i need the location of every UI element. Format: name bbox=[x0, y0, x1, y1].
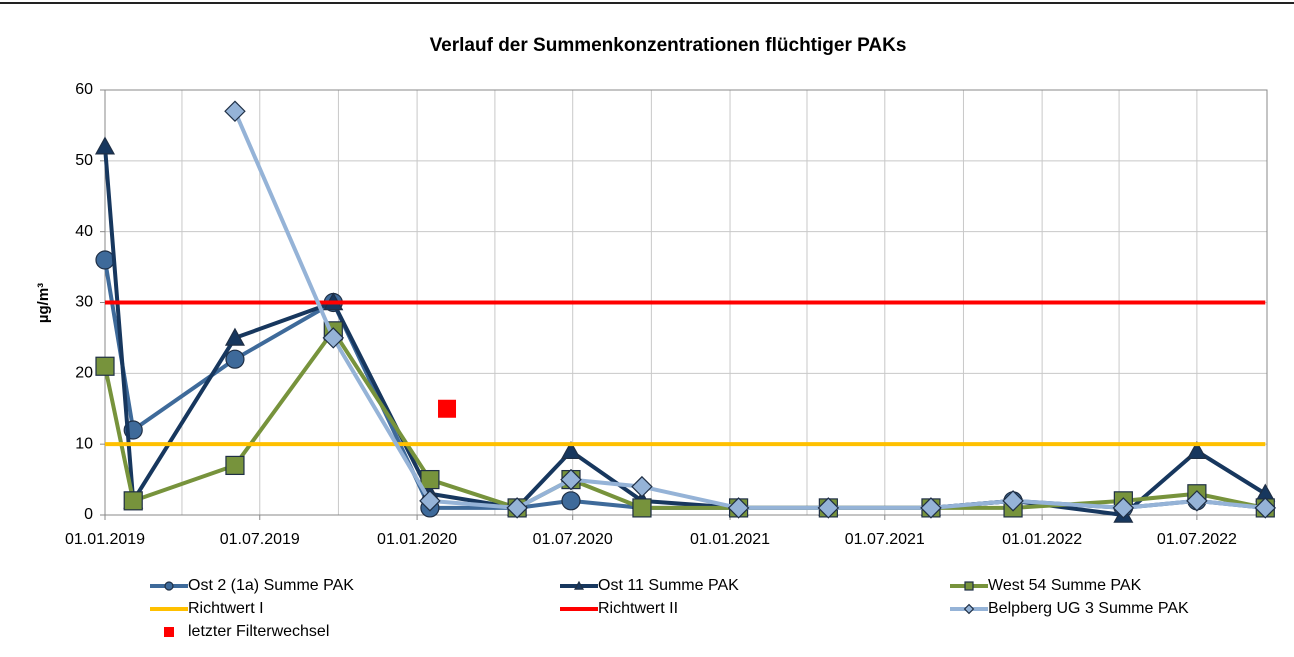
x-tick-label: 01.07.2022 bbox=[1157, 531, 1237, 548]
marker bbox=[224, 327, 245, 346]
marker bbox=[95, 356, 115, 376]
marker bbox=[560, 468, 582, 491]
legend-label: West 54 Summe PAK bbox=[988, 577, 1142, 594]
legend-label: letzter Filterwechsel bbox=[188, 623, 329, 640]
series-line bbox=[103, 146, 1267, 517]
marker bbox=[561, 491, 581, 511]
marker bbox=[420, 469, 440, 490]
y-tick-label: 0 bbox=[84, 506, 93, 523]
legend-label: Richtwert II bbox=[598, 600, 678, 617]
marker bbox=[322, 327, 345, 349]
x-tick-label: 01.07.2020 bbox=[533, 531, 613, 548]
marker bbox=[164, 581, 174, 591]
legend-label: Ost 2 (1a) Summe PAK bbox=[188, 577, 354, 594]
series-line bbox=[233, 110, 1266, 510]
marker bbox=[164, 627, 174, 637]
y-tick-label: 50 bbox=[75, 152, 93, 169]
y-tick-label: 10 bbox=[75, 435, 93, 452]
marker bbox=[123, 491, 143, 511]
legend-label: Richtwert I bbox=[188, 600, 264, 617]
x-tick-label: 01.01.2019 bbox=[65, 531, 145, 548]
marker bbox=[506, 497, 528, 519]
x-tick-label: 01.01.2022 bbox=[1002, 531, 1082, 548]
y-tick-label: 20 bbox=[75, 365, 93, 382]
marker bbox=[964, 581, 974, 591]
x-tick-label: 01.07.2019 bbox=[220, 531, 300, 548]
marker bbox=[438, 399, 457, 418]
marker bbox=[817, 497, 840, 519]
x-tick-label: 01.01.2021 bbox=[690, 531, 770, 548]
chart-title: Verlauf der Summenkonzentrationen flücht… bbox=[430, 35, 907, 56]
marker bbox=[920, 497, 942, 519]
marker bbox=[1254, 497, 1277, 519]
marker bbox=[631, 475, 653, 498]
marker bbox=[1186, 490, 1208, 512]
marker bbox=[573, 580, 585, 590]
y-tick-label: 30 bbox=[75, 294, 93, 311]
marker bbox=[94, 136, 116, 155]
y-axis-label: µg/m³ bbox=[35, 283, 52, 323]
marker bbox=[727, 497, 750, 519]
marker bbox=[560, 441, 582, 460]
y-tick-label: 60 bbox=[75, 81, 93, 98]
y-tick-label: 40 bbox=[75, 223, 93, 240]
x-tick-label: 01.07.2021 bbox=[845, 531, 925, 548]
x-tick-label: 01.01.2020 bbox=[377, 531, 457, 548]
marker bbox=[632, 498, 652, 518]
marker bbox=[225, 455, 245, 476]
marker bbox=[1112, 497, 1135, 519]
marker bbox=[95, 250, 115, 270]
marker bbox=[1186, 441, 1207, 460]
series-line bbox=[103, 328, 1266, 510]
marker bbox=[419, 490, 441, 512]
legend-label: Belpberg UG 3 Summe PAK bbox=[988, 600, 1189, 617]
marker bbox=[963, 603, 975, 615]
series-line bbox=[103, 259, 1266, 510]
marker bbox=[225, 349, 245, 369]
marker bbox=[1002, 490, 1024, 512]
legend-label: Ost 11 Summe PAK bbox=[598, 577, 739, 594]
marker bbox=[224, 100, 246, 122]
